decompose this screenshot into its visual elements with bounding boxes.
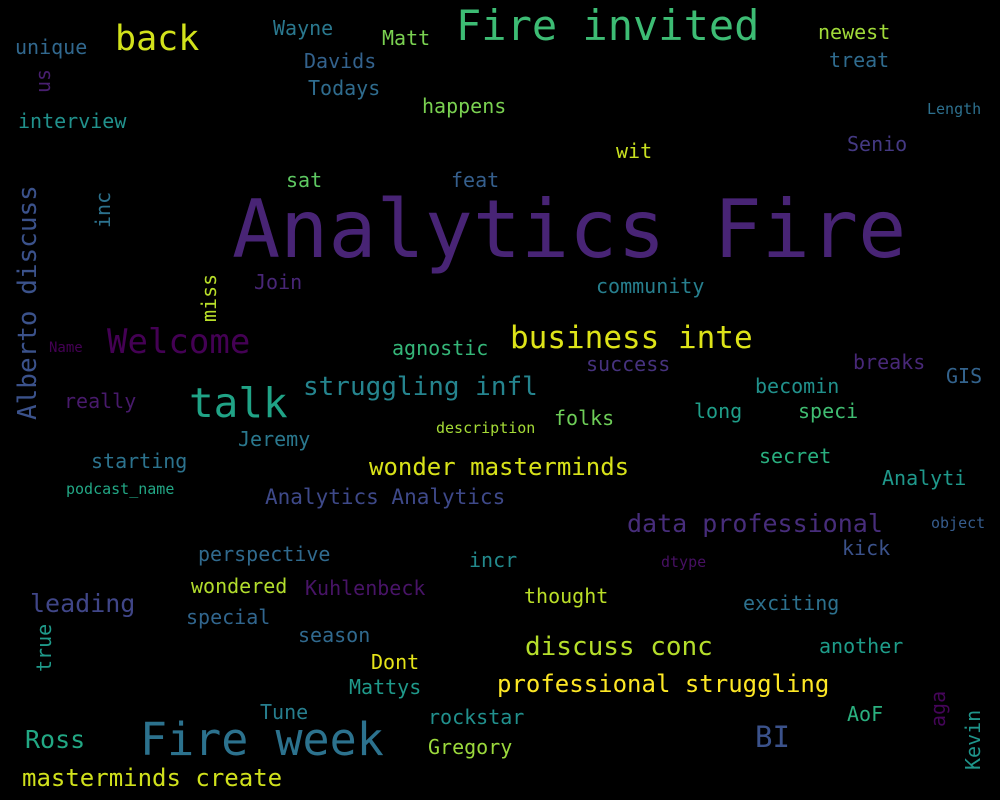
- word-really: really: [64, 389, 137, 413]
- word-length: Length: [927, 100, 982, 118]
- word-interview: interview: [18, 109, 127, 133]
- word-welcome: Welcome: [107, 322, 251, 362]
- word-analyti: Analyti: [882, 466, 967, 490]
- word-rockstar: rockstar: [428, 705, 525, 729]
- word-analytics-fire: Analytics Fire: [232, 183, 907, 276]
- word-thought: thought: [524, 584, 609, 608]
- word-happens: happens: [422, 94, 507, 118]
- word-name: Name: [49, 340, 83, 356]
- word-treat: treat: [829, 48, 890, 72]
- word-breaks: breaks: [853, 350, 926, 374]
- word-join: Join: [254, 270, 303, 294]
- word-becomin: becomin: [755, 374, 840, 398]
- word-feat: feat: [451, 168, 500, 192]
- word-description: description: [436, 419, 536, 437]
- word-tune: Tune: [260, 700, 309, 724]
- word-another: another: [819, 634, 904, 658]
- word-jeremy: Jeremy: [238, 427, 311, 451]
- word-ross: Ross: [25, 725, 86, 754]
- word-long: long: [694, 399, 743, 423]
- word-aof: AoF: [847, 702, 884, 726]
- word-perspective: perspective: [198, 542, 331, 566]
- word-senio: Senio: [847, 132, 908, 156]
- word-fire-invited: Fire invited: [456, 1, 760, 50]
- word-unique: unique: [15, 35, 88, 59]
- word-gregory: Gregory: [428, 735, 513, 759]
- word-davids: Davids: [304, 49, 377, 73]
- word-podcast-name: podcast_name: [66, 480, 175, 498]
- word-fire-week: Fire week: [140, 713, 384, 766]
- word-alberto-discuss: Alberto discuss: [13, 185, 43, 420]
- word-season: season: [298, 623, 371, 647]
- word-success: success: [586, 352, 671, 376]
- word-speci: speci: [798, 399, 859, 423]
- word-dtype: dtype: [661, 553, 707, 571]
- word-todays: Todays: [308, 76, 381, 100]
- word-business-inte: business inte: [510, 320, 753, 356]
- word-wayne: Wayne: [273, 16, 334, 40]
- word-kevin: Kevin: [961, 709, 985, 770]
- word-mattys: Mattys: [349, 675, 422, 699]
- word-kick: kick: [842, 536, 891, 560]
- word-back: back: [115, 19, 200, 59]
- word-exciting: exciting: [743, 591, 840, 615]
- word-kuhlenbeck: Kuhlenbeck: [305, 576, 426, 600]
- word-struggling-infl: struggling infl: [303, 372, 538, 402]
- word-talk: talk: [189, 379, 288, 427]
- word-sat: sat: [286, 168, 323, 192]
- word-miss: miss: [197, 273, 221, 322]
- word-wondered: wondered: [191, 574, 288, 598]
- word-bi: BI: [755, 720, 790, 754]
- word-folks: folks: [554, 406, 615, 430]
- word-community: community: [596, 274, 705, 298]
- word-data-professional: data professional: [627, 509, 883, 538]
- word-masterminds-create: masterminds create: [22, 764, 283, 792]
- word-incr: incr: [469, 548, 518, 572]
- word-special: special: [186, 605, 271, 629]
- word-true: true: [32, 623, 56, 672]
- word-professional-struggling: professional struggling: [497, 670, 830, 698]
- word-inc: inc: [91, 191, 115, 228]
- word-gis: GIS: [946, 364, 983, 388]
- word-starting: starting: [91, 449, 188, 473]
- word-secret: secret: [759, 444, 832, 468]
- word-dont: Dont: [371, 650, 420, 674]
- word-leading: leading: [30, 589, 136, 618]
- word-discuss-conc: discuss conc: [525, 632, 713, 662]
- word-wit: wit: [616, 139, 653, 163]
- word-us: us: [31, 68, 55, 93]
- word-matt: Matt: [382, 26, 431, 50]
- word-wonder-masterminds: wonder masterminds: [369, 453, 630, 481]
- word-aga: aga: [926, 690, 950, 727]
- word-agnostic: agnostic: [392, 336, 489, 360]
- word-newest: newest: [818, 20, 891, 44]
- word-analytics-analytics: Analytics Analytics: [265, 485, 506, 509]
- word-object: object: [931, 514, 986, 532]
